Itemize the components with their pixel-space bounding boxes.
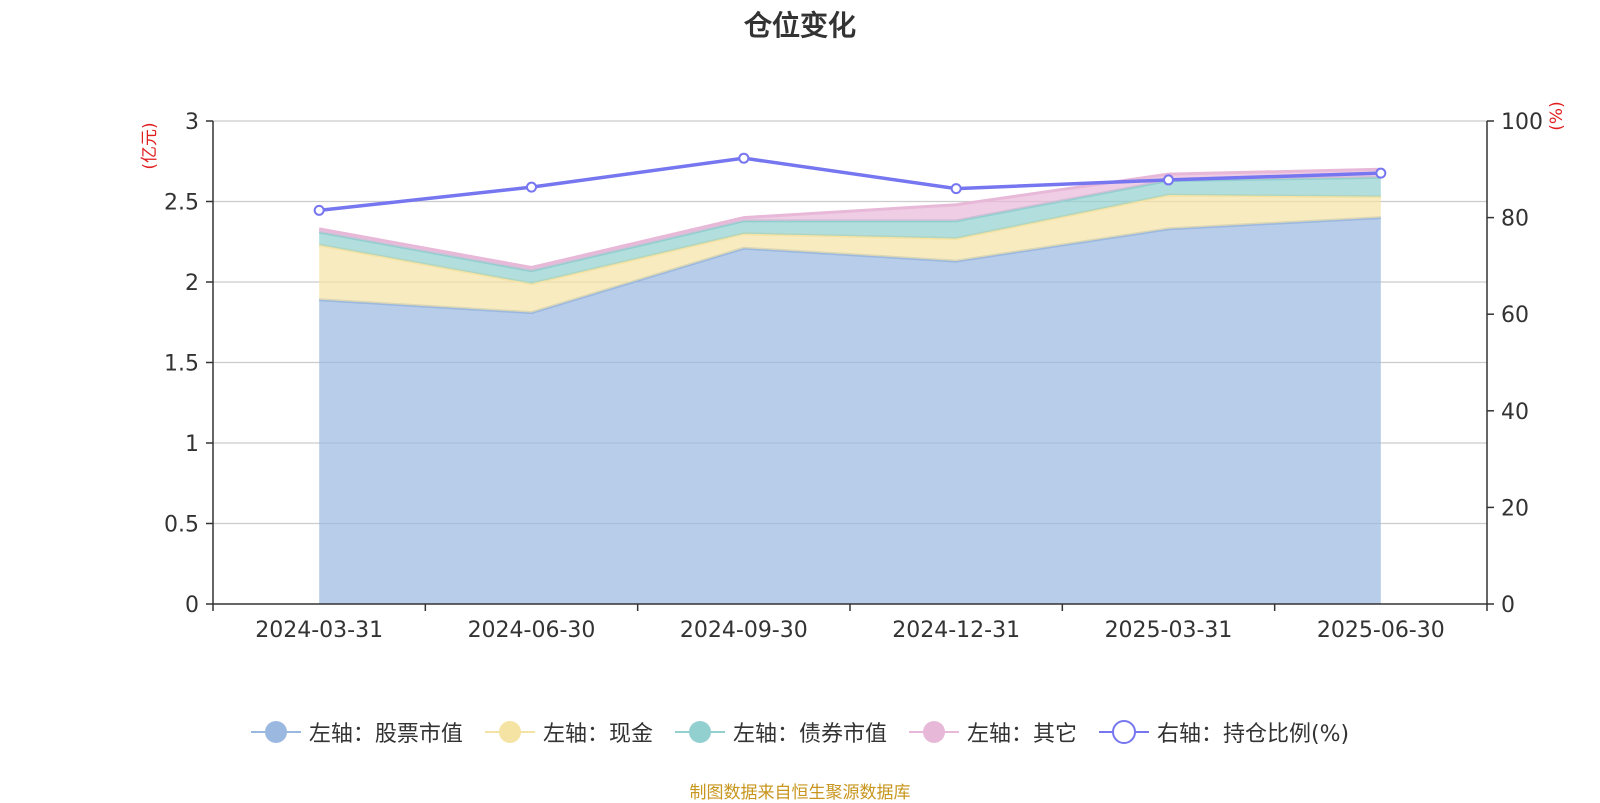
legend-item-cash[interactable]: 左轴：现金 — [484, 716, 653, 748]
legend-label-other: 左轴：其它 — [966, 722, 1077, 747]
legend-ratio-icon — [1098, 720, 1149, 744]
right-tick-label: 60 — [1501, 303, 1529, 328]
ratio-point — [950, 183, 962, 195]
ratio-point — [313, 204, 325, 216]
area-1 — [319, 195, 1381, 313]
x-tick-label: 2024-09-30 — [680, 618, 808, 643]
left-tick-label: 0.5 — [164, 513, 199, 538]
chart-title: 仓位变化 — [743, 9, 856, 42]
legend-cash-icon — [484, 721, 535, 743]
right-tick-label: 40 — [1501, 400, 1529, 425]
legend: 左轴：股票市值 左轴：现金 左轴：债券市值 左轴：其它 右轴：持仓比例(%) — [0, 716, 1600, 748]
legend-item-other[interactable]: 左轴：其它 — [908, 716, 1077, 748]
legend-label-stock: 左轴：股票市值 — [308, 722, 463, 747]
x-tick-label: 2025-03-31 — [1105, 618, 1233, 643]
right-tick-label: 20 — [1501, 496, 1529, 521]
left-axis-unit: (亿元) — [140, 122, 160, 169]
legend-bond-icon — [674, 721, 725, 743]
left-tick-label: 1 — [185, 432, 199, 457]
area-edge-3 — [318, 167, 1381, 270]
legend-label-bond: 左轴：债券市值 — [732, 722, 887, 747]
x-tick-label: 2024-12-31 — [892, 618, 1020, 643]
left-tick-label: 3 — [185, 110, 199, 135]
data-source-footer: 制图数据来自恒生聚源数据库 — [689, 783, 911, 803]
left-tick-label: 2 — [185, 271, 199, 296]
ratio-point — [1375, 167, 1387, 179]
legend-stock-icon — [250, 721, 301, 743]
legend-item-bond[interactable]: 左轴：债券市值 — [674, 716, 887, 748]
ratio-line — [318, 156, 1381, 213]
area-3 — [319, 169, 1381, 271]
x-tick-label: 2024-03-31 — [255, 618, 383, 643]
x-tick-label: 2024-06-30 — [468, 618, 596, 643]
legend-item-stock[interactable]: 左轴：股票市值 — [250, 716, 463, 748]
ratio-point — [1163, 174, 1174, 186]
right-axis-unit: (%) — [1547, 101, 1567, 130]
left-tick-label: 1.5 — [164, 352, 199, 377]
ratio-point — [526, 181, 537, 193]
legend-label-ratio: 右轴：持仓比例(%) — [1156, 722, 1350, 747]
area-2 — [319, 177, 1381, 284]
legend-other-icon — [908, 721, 959, 743]
legend-label-cash: 左轴：现金 — [542, 722, 653, 747]
legend-item-ratio[interactable]: 右轴：持仓比例(%) — [1098, 716, 1350, 748]
right-tick-label: 100 — [1501, 110, 1543, 135]
area-edge-1 — [318, 193, 1381, 286]
ratio-point — [738, 152, 750, 164]
left-tick-label: 2.5 — [164, 191, 199, 216]
left-tick-label: 0 — [185, 593, 199, 618]
area-0 — [319, 217, 1381, 604]
right-tick-label: 0 — [1501, 593, 1515, 618]
right-tick-label: 80 — [1501, 207, 1529, 232]
x-tick-label: 2025-06-30 — [1317, 618, 1445, 643]
